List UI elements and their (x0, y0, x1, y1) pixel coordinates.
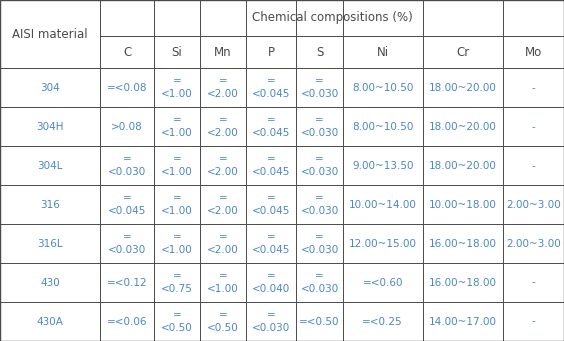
Text: Mo: Mo (525, 45, 542, 59)
Text: 10.00~18.00: 10.00~18.00 (429, 199, 497, 210)
Text: 304H: 304H (37, 122, 64, 132)
Text: 430: 430 (40, 278, 60, 287)
Text: 304L: 304L (37, 161, 63, 170)
Text: 10.00~14.00: 10.00~14.00 (349, 199, 417, 210)
Text: =
<1.00: = <1.00 (161, 154, 193, 177)
Text: 16.00~18.00: 16.00~18.00 (429, 278, 497, 287)
Text: 430A: 430A (37, 316, 64, 327)
Text: =
<1.00: = <1.00 (161, 116, 193, 138)
Text: =
<0.50: = <0.50 (161, 310, 193, 333)
Text: Ni: Ni (377, 45, 389, 59)
Text: =
<0.030: = <0.030 (301, 154, 338, 177)
Text: 304: 304 (40, 83, 60, 93)
Text: =
<0.030: = <0.030 (301, 271, 338, 294)
Text: =
<0.040: = <0.040 (252, 271, 290, 294)
Text: =
<2.00: = <2.00 (207, 76, 239, 99)
Text: 18.00~20.00: 18.00~20.00 (429, 122, 497, 132)
Text: P: P (268, 45, 275, 59)
Text: 9.00~13.50: 9.00~13.50 (352, 161, 413, 170)
Text: =
<0.045: = <0.045 (252, 232, 290, 255)
Text: =
<0.045: = <0.045 (252, 76, 290, 99)
Text: =
<0.030: = <0.030 (301, 76, 338, 99)
Text: 316: 316 (40, 199, 60, 210)
Text: =
<0.50: = <0.50 (207, 310, 239, 333)
Text: =
<1.00: = <1.00 (161, 232, 193, 255)
Text: 2.00~3.00: 2.00~3.00 (506, 239, 561, 249)
Text: =
<0.030: = <0.030 (108, 154, 146, 177)
Text: 2.00~3.00: 2.00~3.00 (506, 199, 561, 210)
Text: 12.00~15.00: 12.00~15.00 (349, 239, 417, 249)
Text: AISI material: AISI material (12, 28, 88, 41)
Text: Mn: Mn (214, 45, 232, 59)
Text: 14.00~17.00: 14.00~17.00 (429, 316, 497, 327)
Text: =
<0.045: = <0.045 (252, 193, 290, 216)
Text: =
<0.030: = <0.030 (301, 232, 338, 255)
Text: =<0.50: =<0.50 (299, 316, 340, 327)
Text: >0.08: >0.08 (111, 122, 143, 132)
Text: =
<2.00: = <2.00 (207, 116, 239, 138)
Text: Cr: Cr (456, 45, 470, 59)
Text: =
<1.00: = <1.00 (207, 271, 239, 294)
Text: =
<0.030: = <0.030 (252, 310, 290, 333)
Text: C: C (123, 45, 131, 59)
Text: =<0.06: =<0.06 (107, 316, 147, 327)
Text: -: - (532, 316, 535, 327)
Text: -: - (532, 161, 535, 170)
Text: =
<2.00: = <2.00 (207, 193, 239, 216)
Text: 16.00~18.00: 16.00~18.00 (429, 239, 497, 249)
Text: =<0.12: =<0.12 (107, 278, 147, 287)
Text: =<0.08: =<0.08 (107, 83, 147, 93)
Text: =
<2.00: = <2.00 (207, 154, 239, 177)
Text: S: S (316, 45, 323, 59)
Text: =
<1.00: = <1.00 (161, 193, 193, 216)
Text: =
<0.030: = <0.030 (108, 232, 146, 255)
Text: =
<2.00: = <2.00 (207, 232, 239, 255)
Text: =
<0.045: = <0.045 (252, 154, 290, 177)
Text: 18.00~20.00: 18.00~20.00 (429, 161, 497, 170)
Text: =
<0.030: = <0.030 (301, 193, 338, 216)
Text: -: - (532, 278, 535, 287)
Text: 18.00~20.00: 18.00~20.00 (429, 83, 497, 93)
Text: 8.00~10.50: 8.00~10.50 (352, 83, 413, 93)
Text: =
<1.00: = <1.00 (161, 76, 193, 99)
Text: 8.00~10.50: 8.00~10.50 (352, 122, 413, 132)
Text: Chemical compositions (%): Chemical compositions (%) (252, 11, 412, 25)
Text: =<0.60: =<0.60 (363, 278, 403, 287)
Text: =<0.25: =<0.25 (363, 316, 403, 327)
Text: 316L: 316L (37, 239, 63, 249)
Text: =
<0.75: = <0.75 (161, 271, 193, 294)
Text: =
<0.045: = <0.045 (108, 193, 146, 216)
Text: =
<0.045: = <0.045 (252, 116, 290, 138)
Text: -: - (532, 83, 535, 93)
Text: -: - (532, 122, 535, 132)
Text: =
<0.030: = <0.030 (301, 116, 338, 138)
Text: Si: Si (171, 45, 182, 59)
